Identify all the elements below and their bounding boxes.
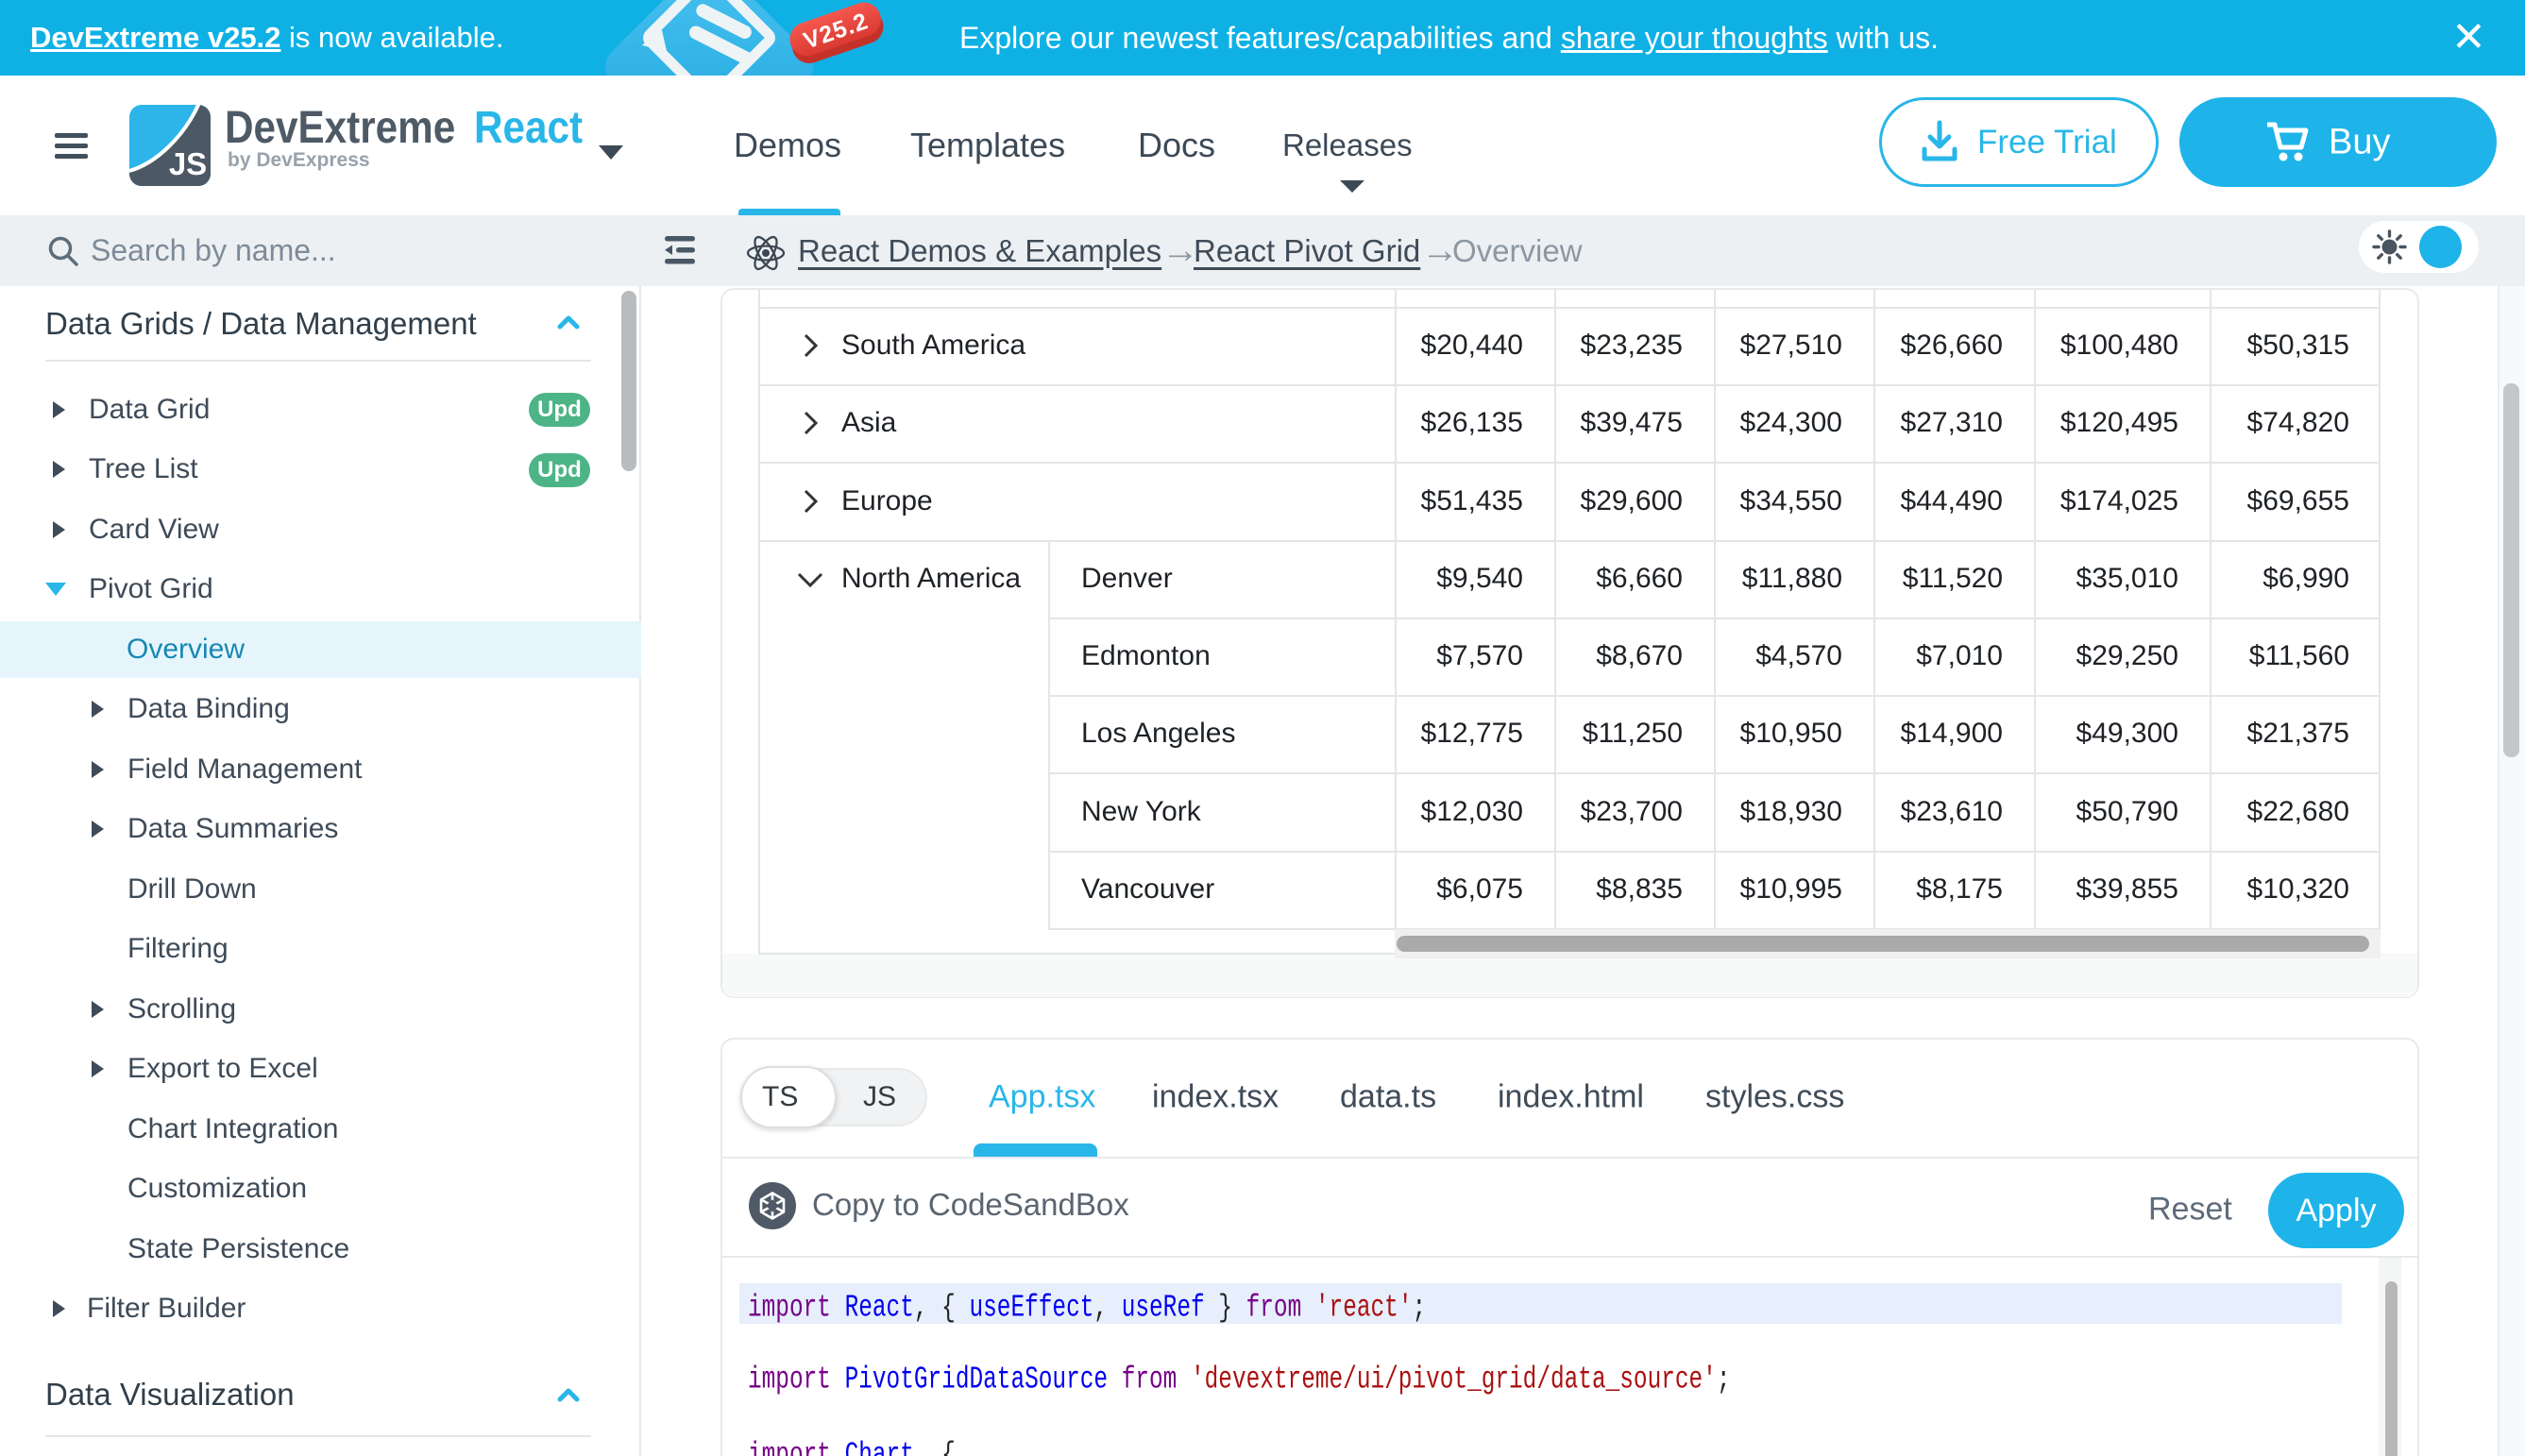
svg-text:JS: JS (169, 146, 207, 181)
